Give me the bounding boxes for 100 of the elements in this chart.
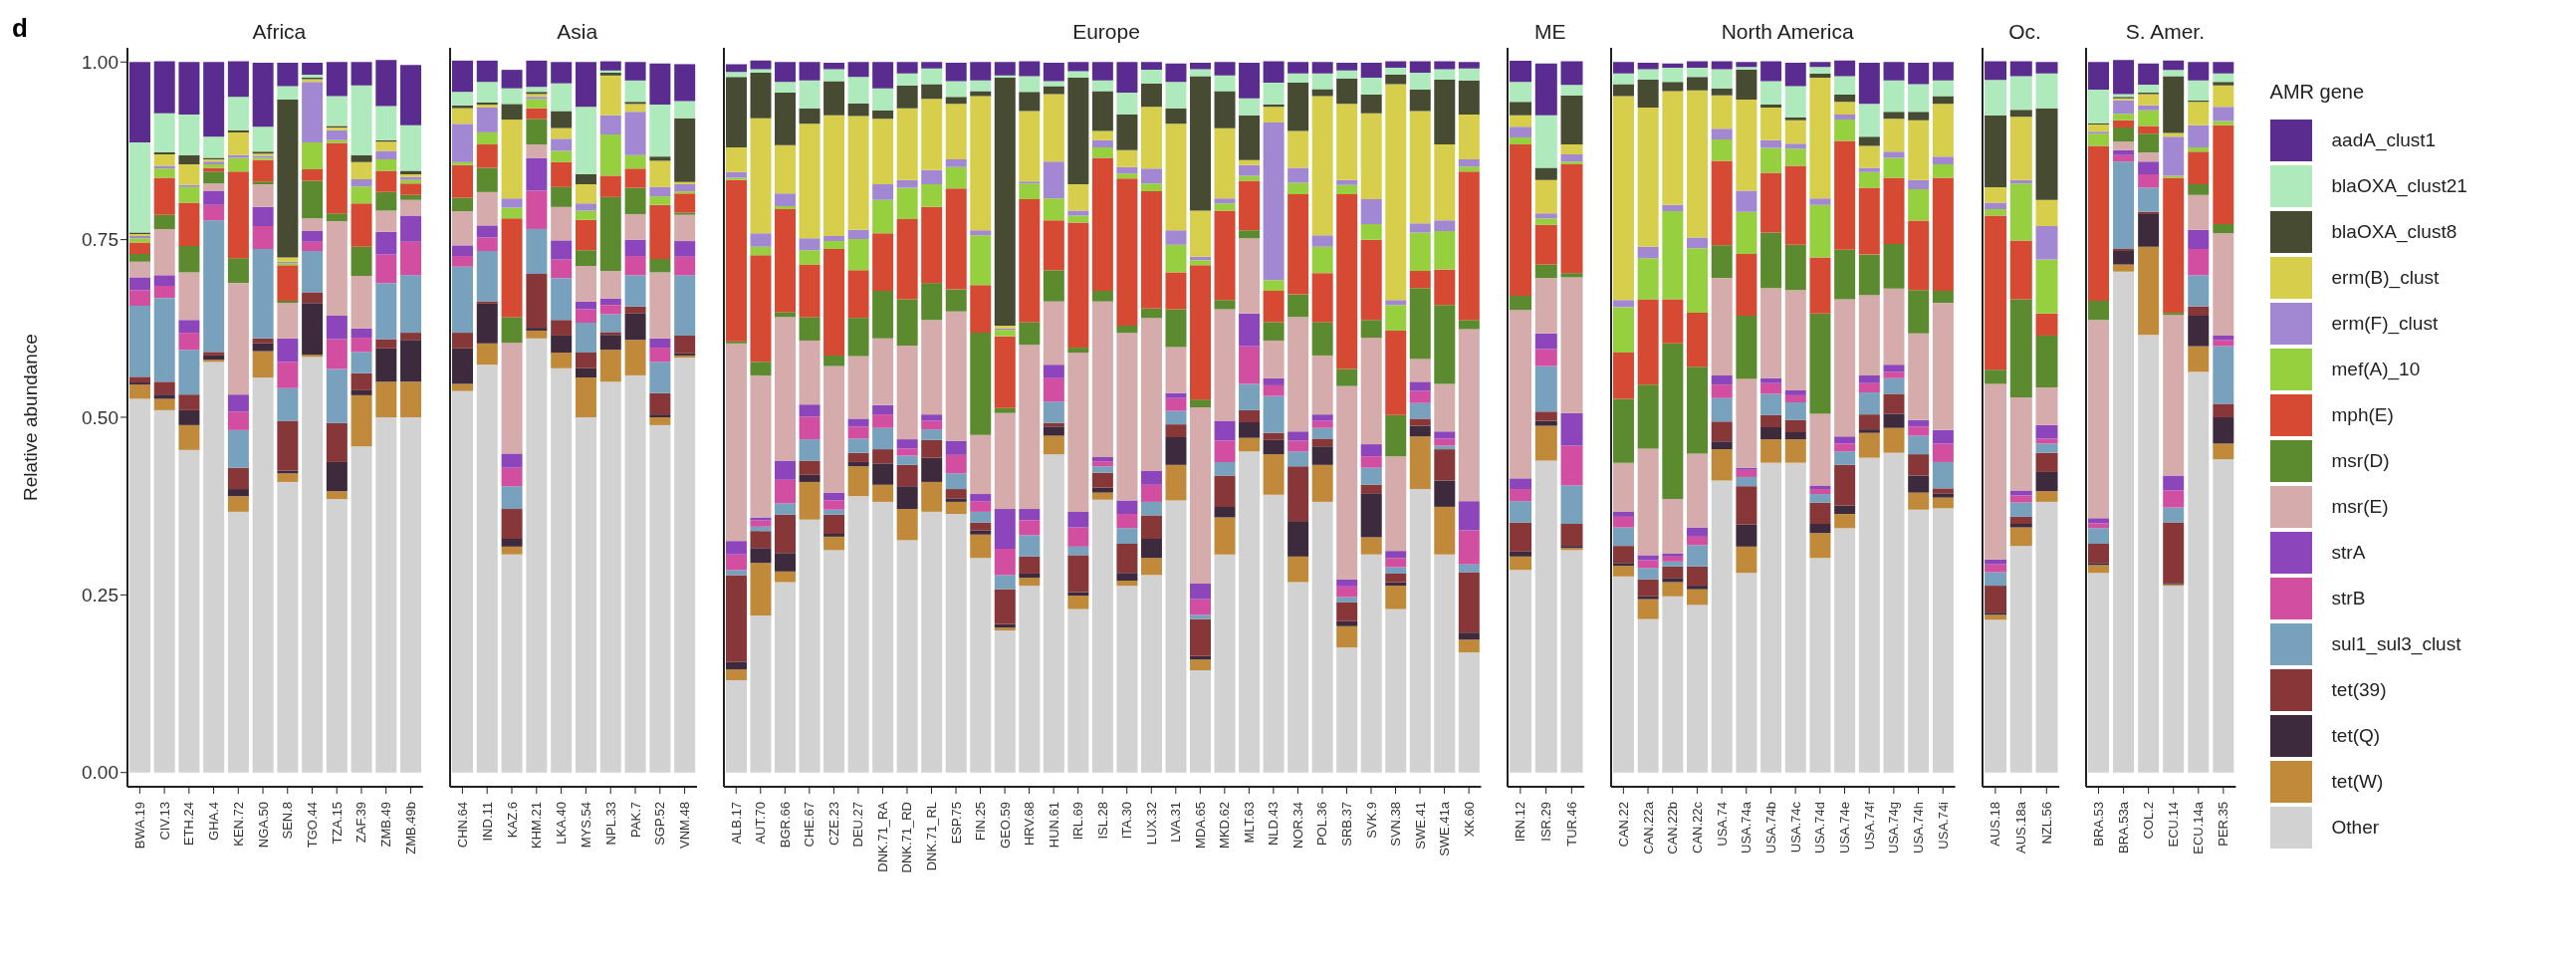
- chart-title: Oc.: [2007, 20, 2042, 44]
- chart-title: S. Amer.: [2124, 20, 2207, 44]
- x-tick-label: ZAF.39: [353, 802, 369, 844]
- x-tick-label: NOR.34: [1289, 802, 1305, 849]
- x-tick-label: BRA.53a: [2116, 801, 2132, 853]
- x-tick-label: ZMB.49: [378, 802, 394, 848]
- x-tick-label: ESP.75: [948, 802, 964, 845]
- x-tick-label: DNK.71_RD: [899, 802, 915, 873]
- x-tick-label: ISR.29: [1538, 801, 1554, 842]
- x-tick-label: LVA.31: [1168, 802, 1184, 843]
- y-tick-label: 0.00: [82, 762, 118, 784]
- x-tick-label: KHM.21: [529, 802, 545, 849]
- x-tick-label: TZA.15: [329, 802, 345, 845]
- x-tick-label: KAZ.6: [504, 802, 520, 839]
- x-tick-label: USA.74b: [1763, 801, 1779, 853]
- y-tick-label: 0.75: [82, 229, 118, 251]
- x-tick-label: LKA.40: [553, 802, 569, 845]
- chart-title: Asia: [556, 20, 599, 44]
- legend-label: strA: [2331, 541, 2366, 564]
- x-tick-label: ECU.14: [2166, 801, 2182, 848]
- x-tick-label: TGO.44: [305, 802, 320, 849]
- legend-label: mef(A)_10: [2331, 358, 2421, 380]
- x-tick-label: USA.74f: [1862, 801, 1878, 851]
- legend-label: erm(B)_clust: [2331, 266, 2440, 289]
- x-tick-label: BRA.53: [2091, 801, 2107, 847]
- legend-label: strB: [2331, 587, 2366, 609]
- y-tick-label: 1.00: [82, 52, 118, 74]
- x-tick-label: MKD.62: [1217, 802, 1233, 849]
- x-tick-label: CHN.64: [454, 802, 470, 849]
- x-tick-label: GEO.59: [997, 802, 1013, 849]
- legend-title: AMR gene: [2269, 80, 2366, 104]
- x-tick-label: CIV.13: [156, 802, 172, 841]
- x-tick-label: AUT.70: [753, 802, 769, 845]
- x-tick-label: DNK.71_RA: [874, 801, 890, 872]
- x-tick-label: GHA.4: [206, 802, 222, 841]
- x-tick-label: ALB.17: [728, 802, 744, 845]
- x-tick-label: SVN.38: [1387, 802, 1403, 847]
- text: d: [12, 13, 28, 43]
- legend-label: tet(Q): [2331, 724, 2381, 747]
- x-tick-label: SGP.52: [652, 802, 668, 846]
- x-tick-label: CHE.67: [802, 802, 818, 848]
- y-tick-label: 0.50: [82, 406, 118, 428]
- x-tick-label: IRL.69: [1069, 802, 1085, 841]
- legend-label: aadA_clust1: [2331, 128, 2437, 151]
- x-tick-label: ZMB.49b: [402, 802, 418, 854]
- x-tick-label: ITA.30: [1119, 802, 1135, 840]
- x-tick-label: NPL.33: [602, 802, 618, 846]
- x-tick-label: XK.60: [1461, 802, 1477, 838]
- x-tick-label: USA.74h: [1911, 801, 1927, 853]
- x-tick-label: SWE.41a: [1436, 801, 1452, 856]
- y-axis-title: Relative abundance: [19, 334, 41, 501]
- x-tick-label: HUN.61: [1046, 802, 1061, 849]
- x-tick-label: DNK.71_RL: [923, 802, 939, 871]
- chart-title: ME: [1533, 20, 1567, 44]
- x-tick-label: POL.36: [1314, 802, 1330, 847]
- x-tick-label: FIN.25: [972, 802, 988, 841]
- legend-label: msr(D): [2331, 449, 2390, 472]
- x-tick-label: USA.74e: [1837, 801, 1853, 853]
- legend-label: erm(F)_clust: [2331, 312, 2439, 335]
- x-tick-label: KEN.72: [230, 802, 246, 847]
- x-tick-label: BGR.66: [777, 802, 793, 849]
- legend-label: Other: [2331, 816, 2380, 839]
- x-tick-label: CAN.22: [1616, 801, 1632, 848]
- x-tick-label: CAN.22a: [1640, 801, 1656, 854]
- x-tick-label: PER.35: [2216, 801, 2231, 847]
- x-tick-label: IND.11: [479, 802, 495, 842]
- legend-label: mph(E): [2331, 403, 2394, 426]
- x-tick-label: MYS.54: [578, 802, 593, 849]
- chart-title: Africa: [251, 20, 308, 44]
- x-tick-label: SEN.8: [280, 802, 296, 840]
- x-tick-label: CZE.23: [825, 802, 841, 847]
- x-tick-label: ETH.24: [181, 802, 197, 847]
- x-tick-label: SWE.41: [1412, 802, 1428, 850]
- x-tick-label: BWA.19: [131, 802, 147, 850]
- x-tick-label: LUX.32: [1143, 802, 1159, 846]
- x-tick-label: USA.74c: [1788, 801, 1804, 853]
- x-tick-label: USA.74g: [1886, 801, 1902, 853]
- x-tick-label: VNM.48: [676, 802, 692, 849]
- x-tick-label: USA.74: [1714, 801, 1730, 847]
- x-tick-label: PAK.7: [627, 802, 643, 838]
- chart-title: Europe: [1071, 20, 1141, 44]
- legend-label: tet(W): [2331, 770, 2384, 793]
- chart-title: North America: [1720, 20, 1855, 44]
- legend-label: msr(E): [2331, 495, 2389, 518]
- x-tick-label: NGA.50: [255, 802, 271, 849]
- legend-label: tet(39): [2331, 678, 2387, 701]
- x-tick-label: ISL.28: [1094, 802, 1110, 840]
- x-tick-label: USA.74d: [1812, 801, 1828, 853]
- x-tick-label: HRV.68: [1021, 802, 1037, 847]
- x-tick-label: DEU.27: [850, 802, 866, 848]
- legend-label: blaOXA_clust8: [2331, 220, 2458, 243]
- legend-label: sul1_sul3_clust: [2331, 632, 2461, 655]
- x-tick-label: MDA.65: [1192, 802, 1208, 849]
- x-tick-label: SRB.37: [1338, 802, 1354, 847]
- y-tick-label: 0.25: [82, 585, 118, 607]
- x-tick-label: SVK.9: [1363, 802, 1379, 839]
- x-tick-label: MLT.63: [1241, 802, 1257, 844]
- x-tick-label: COL.2: [2141, 801, 2157, 840]
- x-tick-label: AUS.18: [1988, 801, 2003, 847]
- x-tick-label: CAN.22c: [1690, 801, 1706, 853]
